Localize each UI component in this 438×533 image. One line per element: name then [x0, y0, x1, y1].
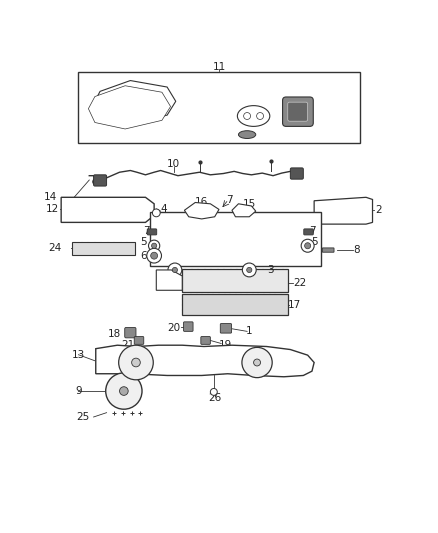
- Bar: [182, 294, 288, 315]
- FancyBboxPatch shape: [290, 168, 304, 179]
- Text: 19: 19: [219, 340, 232, 350]
- Polygon shape: [156, 270, 182, 290]
- Circle shape: [168, 263, 182, 277]
- Bar: [182, 269, 288, 293]
- Polygon shape: [314, 197, 372, 224]
- Circle shape: [132, 358, 140, 367]
- Text: 2: 2: [376, 205, 382, 215]
- Circle shape: [151, 252, 158, 259]
- Circle shape: [152, 209, 160, 217]
- Text: 24: 24: [48, 244, 61, 253]
- Circle shape: [244, 112, 251, 119]
- Text: 12: 12: [46, 205, 59, 214]
- Text: 4: 4: [160, 205, 167, 214]
- FancyBboxPatch shape: [283, 97, 313, 126]
- Text: 10: 10: [167, 159, 180, 169]
- Circle shape: [242, 348, 272, 378]
- Circle shape: [301, 239, 314, 252]
- Circle shape: [148, 240, 160, 252]
- Circle shape: [247, 268, 252, 272]
- Polygon shape: [232, 204, 256, 217]
- FancyBboxPatch shape: [72, 242, 134, 255]
- Text: 7: 7: [309, 226, 315, 236]
- Text: 16: 16: [195, 198, 208, 207]
- Bar: [78, 72, 360, 143]
- Text: 1: 1: [246, 326, 253, 336]
- Text: 20: 20: [167, 323, 180, 333]
- Circle shape: [210, 389, 217, 395]
- FancyBboxPatch shape: [304, 229, 313, 235]
- FancyBboxPatch shape: [220, 324, 232, 333]
- FancyBboxPatch shape: [184, 322, 193, 332]
- FancyBboxPatch shape: [125, 327, 136, 338]
- Text: 14: 14: [44, 192, 57, 203]
- Circle shape: [147, 248, 162, 263]
- Circle shape: [242, 263, 256, 277]
- Text: 18: 18: [108, 329, 121, 339]
- Text: 26: 26: [208, 393, 221, 403]
- Text: 3: 3: [267, 265, 273, 275]
- FancyBboxPatch shape: [322, 248, 334, 252]
- Text: 15: 15: [243, 199, 256, 209]
- Text: 9: 9: [75, 386, 82, 396]
- Polygon shape: [184, 203, 219, 219]
- Ellipse shape: [237, 106, 270, 126]
- Text: 11: 11: [212, 62, 226, 72]
- Text: 7: 7: [144, 226, 150, 236]
- Text: 7: 7: [226, 195, 233, 205]
- Ellipse shape: [238, 131, 256, 139]
- Text: 21: 21: [122, 340, 135, 350]
- Text: 6: 6: [140, 251, 147, 261]
- FancyBboxPatch shape: [147, 229, 157, 235]
- Circle shape: [119, 345, 153, 380]
- Text: 5: 5: [311, 237, 318, 247]
- Text: 22: 22: [293, 278, 307, 287]
- FancyBboxPatch shape: [288, 102, 307, 121]
- Circle shape: [120, 387, 128, 395]
- Text: 13: 13: [72, 350, 85, 360]
- Polygon shape: [88, 86, 170, 129]
- Polygon shape: [61, 197, 154, 222]
- Circle shape: [254, 359, 261, 366]
- Text: 25: 25: [76, 412, 89, 422]
- Text: 5: 5: [140, 237, 147, 247]
- Polygon shape: [94, 80, 176, 124]
- Bar: [150, 212, 321, 265]
- FancyBboxPatch shape: [94, 175, 106, 186]
- Circle shape: [172, 268, 177, 272]
- Text: 8: 8: [353, 245, 360, 255]
- Circle shape: [304, 243, 311, 249]
- Circle shape: [152, 243, 157, 248]
- Polygon shape: [96, 345, 314, 377]
- Circle shape: [93, 179, 99, 185]
- Circle shape: [257, 112, 264, 119]
- Circle shape: [106, 373, 142, 409]
- Text: 17: 17: [288, 300, 301, 310]
- FancyBboxPatch shape: [134, 336, 144, 344]
- FancyBboxPatch shape: [201, 336, 210, 344]
